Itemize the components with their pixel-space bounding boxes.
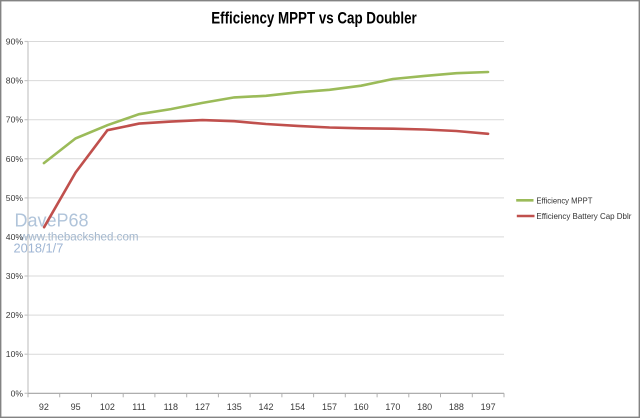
svg-text:102: 102 bbox=[100, 402, 115, 412]
svg-text:180: 180 bbox=[417, 402, 432, 412]
svg-text:157: 157 bbox=[322, 402, 337, 412]
svg-text:50%: 50% bbox=[6, 193, 24, 203]
svg-text:135: 135 bbox=[227, 402, 242, 412]
svg-text:DaveP68: DaveP68 bbox=[15, 211, 89, 231]
svg-text:Efficiency Battery Cap Dblr: Efficiency Battery Cap Dblr bbox=[536, 211, 631, 221]
svg-text:197: 197 bbox=[481, 402, 496, 412]
svg-text:92: 92 bbox=[39, 402, 49, 412]
svg-text:80%: 80% bbox=[6, 76, 24, 86]
svg-text:90%: 90% bbox=[6, 37, 24, 47]
svg-text:160: 160 bbox=[354, 402, 369, 412]
svg-text:127: 127 bbox=[195, 402, 210, 412]
svg-text:40%: 40% bbox=[6, 232, 24, 242]
svg-text:www.thebackshed.com: www.thebackshed.com bbox=[19, 231, 139, 244]
svg-text:142: 142 bbox=[258, 402, 273, 412]
svg-text:111: 111 bbox=[132, 402, 146, 412]
svg-text:Efficiency MPPT vs Cap Doubler: Efficiency MPPT vs Cap Doubler bbox=[211, 9, 417, 28]
svg-text:188: 188 bbox=[449, 402, 464, 412]
svg-text:10%: 10% bbox=[6, 349, 24, 359]
svg-text:60%: 60% bbox=[6, 154, 24, 164]
svg-text:0%: 0% bbox=[11, 388, 24, 398]
svg-text:95: 95 bbox=[71, 402, 81, 412]
svg-text:154: 154 bbox=[290, 402, 305, 412]
svg-text:30%: 30% bbox=[6, 271, 24, 281]
svg-text:118: 118 bbox=[164, 402, 178, 412]
svg-text:70%: 70% bbox=[6, 115, 24, 125]
svg-text:20%: 20% bbox=[6, 310, 24, 320]
svg-text:170: 170 bbox=[385, 402, 400, 412]
svg-text:Efficiency MPPT: Efficiency MPPT bbox=[536, 195, 593, 205]
svg-text:2018/1/7: 2018/1/7 bbox=[14, 241, 64, 256]
